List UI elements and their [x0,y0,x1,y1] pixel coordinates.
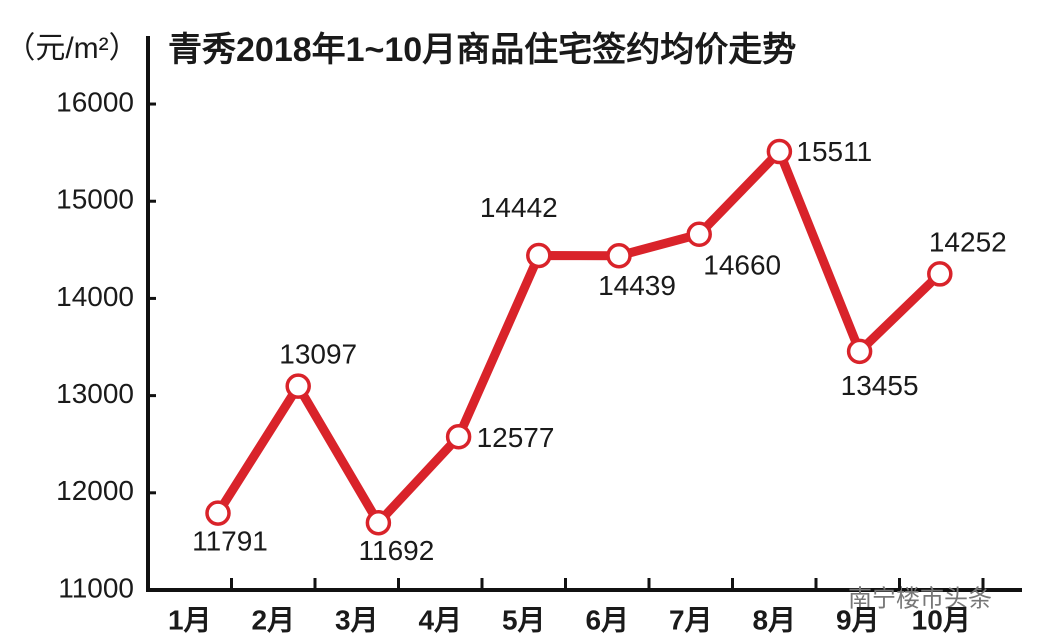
point [927,261,953,287]
y-tick-label: 12000 [56,475,134,506]
point [766,138,793,165]
series-line [214,147,943,528]
x-tick-label: 6月 [585,604,629,635]
point [205,500,231,526]
value-label: 11791 [192,526,268,557]
value-label: 13097 [279,339,357,370]
value-label: 14252 [929,226,1007,257]
y-tick-label: 16000 [56,86,134,117]
x-tick-label: 4月 [418,604,462,635]
value-label: 14442 [480,192,558,223]
point [606,243,632,269]
y-axis-unit: （元/m²） [5,32,138,65]
point [526,242,552,269]
value-label: 14660 [703,250,781,281]
y-tick-label: 15000 [56,184,134,215]
x-tick-label: 7月 [669,604,713,635]
point [285,373,311,399]
value-label: 11692 [359,535,435,566]
x-tick-label: 5月 [502,604,546,635]
y-tick-label: 13000 [56,378,134,409]
value-label: 13455 [841,370,919,401]
value-label: 14439 [598,270,676,301]
x-tick-label: 3月 [335,604,379,635]
point [365,509,392,536]
y-tick-label: 11000 [58,572,134,603]
x-tick-label: 1月 [168,604,212,635]
x-tick-label: 9月 [836,604,880,635]
x-tick-label: 8月 [752,604,796,635]
point [846,338,873,365]
point [686,221,712,248]
value-label: 12577 [477,422,555,453]
chart-title: 青秀2018年1~10月商品住宅签约均价走势 [168,30,796,69]
x-tick-label: 2月 [251,604,295,635]
value-label: 15511 [796,136,872,167]
y-tick-label: 14000 [56,281,134,312]
point [445,423,472,450]
watermark: 南宁楼市头条 [848,585,992,612]
x-tick-label: 10月 [912,604,971,635]
